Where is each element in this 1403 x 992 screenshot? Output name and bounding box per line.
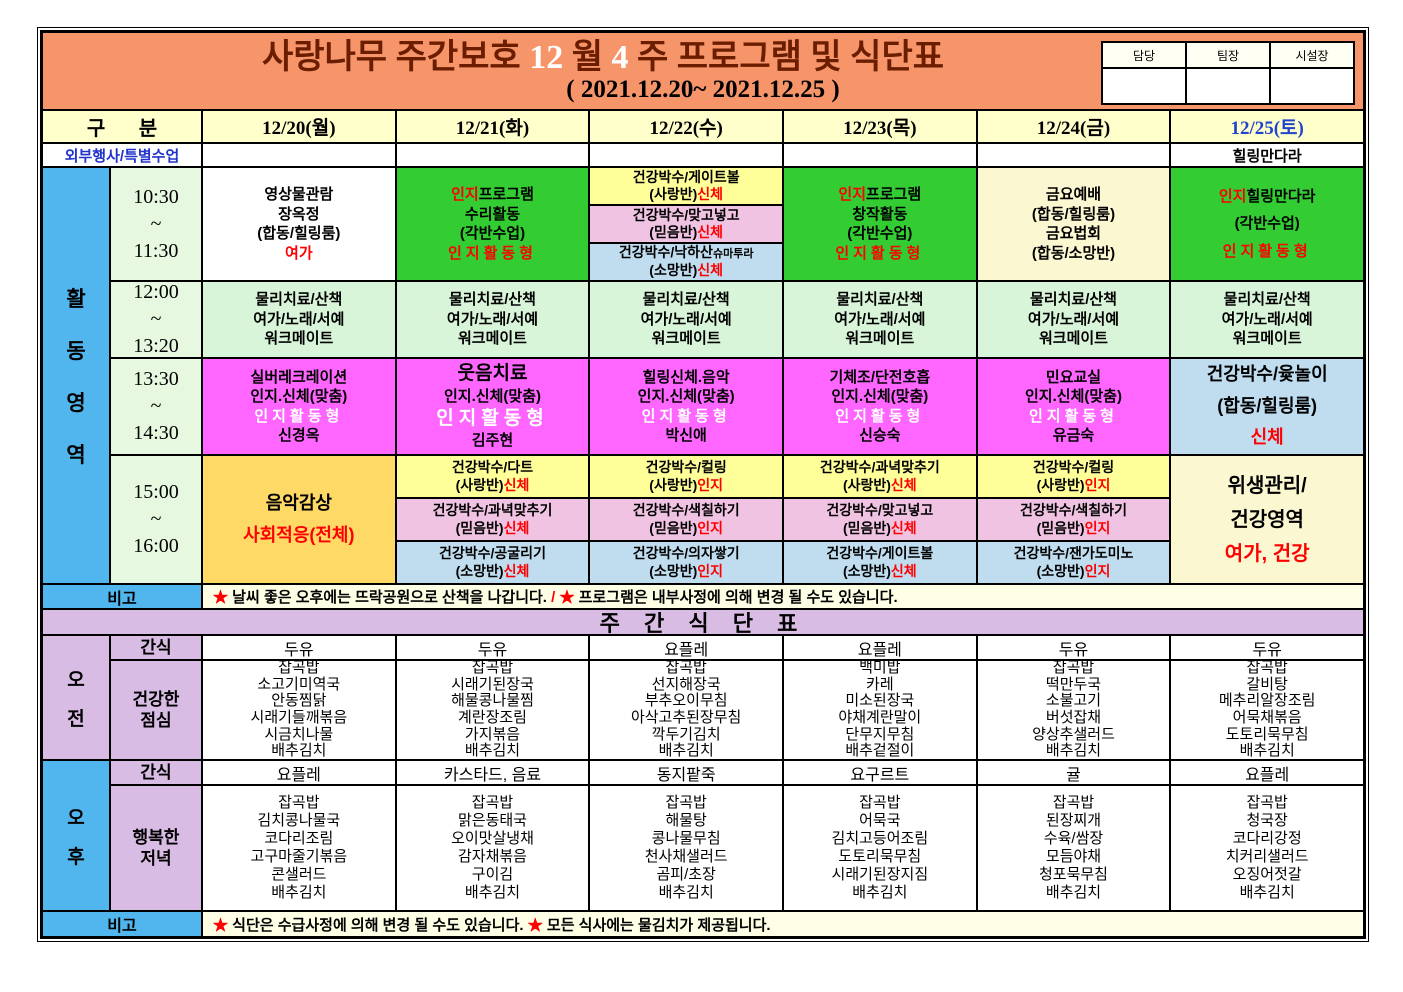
sign-cell-director (1270, 68, 1354, 104)
header-day-wed: 12/22(수) (589, 110, 783, 143)
program-note-text: ★ 날씨 좋은 오후에는 뜨락공원으로 산책을 나갑니다. / ★ 프로그램은 … (202, 584, 1364, 609)
lunch-thu: 백미밥 카레 미소된장국 야채계란말이 단무지무침 배추겉절이 (783, 660, 977, 760)
act4-sat: 위생관리/건강영역 여가, 건강 (1170, 455, 1364, 584)
am-snack-wed: 요플레 (589, 635, 783, 660)
sign-label-teamlead: 팀장 (1186, 42, 1270, 68)
act4-fri-hope: 건강박수/잰가도미노 (소망반)인지 (976, 541, 1171, 584)
act3-sat: 건강박수/윷놀이 (합동/힐링룸) 신체 (1170, 358, 1364, 455)
act4-wed-love: 건강박수/컬링 (사랑반)인지 (589, 455, 783, 498)
act2-mon: 물리치료/산책 여가/노래/서예 워크메이트 (202, 281, 396, 358)
special-events-label: 외부행사/특별수업 (42, 143, 202, 167)
act1-thu: 인지프로그램 창작활동 (각반수업) 인지활동형 (783, 167, 977, 281)
header-day-fri: 12/24(금) (976, 110, 1171, 143)
act4-thu-love: 건강박수/과녁맞추기 (사랑반)신체 (783, 455, 977, 498)
act1-fri: 금요예배 (합동/힐링룸) 금요법회 (합동/소망반) (976, 167, 1171, 281)
act1-wed-hope: 건강박수/낙하산슈마투라 (소망반)신체 (589, 243, 783, 281)
act3-mon: 실버레크레이션 인지.신체(맞춤) 인지활동형 신경옥 (202, 358, 396, 455)
act4-thu-hope: 건강박수/게이트볼 (소망반)신체 (783, 541, 977, 584)
lunch-wed: 잡곡밥 선지해장국 부추오이무침 아삭고추된장무침 깍두기김치 배추김치 (589, 660, 783, 760)
act3-fri: 민요교실 인지.신체(맞춤) 인지활동형 유금숙 (976, 358, 1171, 455)
special-wed (589, 143, 783, 167)
act1-wed-faith: 건강박수/맞고넣고 (믿음반)신체 (589, 205, 783, 243)
act4-wed-hope: 건강박수/의자쌓기 (소망반)인지 (589, 541, 783, 584)
title-date-range: ( 2021.12.20~ 2021.12.25 ) (566, 75, 840, 103)
page-title: 사랑나무 주간보호 12 월 4 주 프로그램 및 식단표 (261, 38, 945, 76)
program-note-label: 비고 (42, 584, 202, 609)
pm-snack-wed: 동지팥죽 (589, 760, 783, 785)
act2-thu: 물리치료/산책 여가/노래/서예 워크메이트 (783, 281, 977, 358)
meal-table-title: 주 간 식 단 표 (42, 609, 1364, 635)
special-thu (783, 143, 977, 167)
act4-fri-love: 건강박수/컬링 (사랑반)인지 (976, 455, 1171, 498)
dinner-label: 행복한 저녁 (110, 785, 202, 911)
time-slot-3: 13:30 ~14:30 (110, 358, 202, 455)
header-day-thu: 12/23(목) (783, 110, 977, 143)
dinner-thu: 잡곡밥 어묵국 김치고등어조림 도토리묵무침 시래기된장지짐 배추김치 (783, 785, 977, 911)
act4-mon: 음악감상 사회적응(전체) (202, 455, 396, 584)
pm-snack-label: 간식 (110, 760, 202, 785)
dinner-fri: 잡곡밥 된장찌개 수육/쌈장 모듬야채 청포묵무침 배추김치 (976, 785, 1171, 911)
am-snack-label: 간식 (110, 635, 202, 660)
dinner-sat: 잡곡밥 청국장 코다리강정 치커리샐러드 오징어젓갈 배추김치 (1170, 785, 1364, 911)
act3-thu: 기체조/단전호흡 인지.신체(맞춤) 인지활동형 신승숙 (783, 358, 977, 455)
am-snack-fri: 두유 (976, 635, 1171, 660)
sign-label-director: 시설장 (1270, 42, 1354, 68)
special-sat: 힐링만다라 (1170, 143, 1364, 167)
weekly-schedule-table: 사랑나무 주간보호 12 월 4 주 프로그램 및 식단표 ( 2021.12.… (40, 30, 1366, 939)
meal-note-label: 비고 (42, 911, 202, 937)
act3-wed: 힐링신체.음악 인지.신체(맞춤) 인지활동형 박신애 (589, 358, 783, 455)
time-slot-1: 10:30 ~11:30 (110, 167, 202, 281)
act2-fri: 물리치료/산책 여가/노래/서예 워크메이트 (976, 281, 1171, 358)
header-day-mon: 12/20(월) (202, 110, 396, 143)
sign-cell-teamlead (1186, 68, 1270, 104)
pm-snack-fri: 귤 (976, 760, 1171, 785)
signature-table: 담당 팀장 시설장 (1101, 41, 1355, 105)
lunch-mon: 잡곡밥 소고기미역국 안동찜닭 시래기들깨볶음 시금치나물 배추김치 (202, 660, 396, 760)
act4-wed-faith: 건강박수/색칠하기 (믿음반)인지 (589, 498, 783, 541)
header-day-tue: 12/21(화) (395, 110, 590, 143)
dinner-wed: 잡곡밥 해물탕 콩나물무침 천사채샐러드 곰피/초장 배추김치 (589, 785, 783, 911)
header-day-sat: 12/25(토) (1170, 110, 1364, 143)
act3-tue: 웃음치료 인지.신체(맞춤) 인지활동형 김주현 (395, 358, 590, 455)
am-snack-sat: 두유 (1170, 635, 1364, 660)
pm-snack-sat: 요플레 (1170, 760, 1364, 785)
meal-note-text: ★ 식단은 수급사정에 의해 변경 될 수도 있습니다. ★ 모든 식사에는 물… (202, 911, 1364, 937)
act1-mon: 영상물관람 장옥정 (합동/힐링룸) 여가 (202, 167, 396, 281)
am-snack-thu: 요플레 (783, 635, 977, 660)
act4-tue-hope: 건강박수/공굴리기 (소망반)신체 (395, 541, 590, 584)
lunch-fri: 잡곡밥 떡만두국 소불고기 버섯잡채 양상추샐러드 배추김치 (976, 660, 1171, 760)
dinner-mon: 잡곡밥 김치콩나물국 코다리조림 고구마줄기볶음 콘샐러드 배추김치 (202, 785, 396, 911)
act1-wed-love: 건강박수/게이트볼 (사랑반)신체 (589, 167, 783, 205)
act4-fri-faith: 건강박수/색칠하기 (믿음반)인지 (976, 498, 1171, 541)
am-snack-mon: 두유 (202, 635, 396, 660)
time-slot-2: 12:00 ~13:20 (110, 281, 202, 358)
act2-sat: 물리치료/산책 여가/노래/서예 워크메이트 (1170, 281, 1364, 358)
pm-snack-tue: 카스타드, 음료 (395, 760, 590, 785)
act1-sat: 인지힐링만다라 (각반수업) 인지활동형 (1170, 167, 1364, 281)
title-band: 사랑나무 주간보호 12 월 4 주 프로그램 및 식단표 ( 2021.12.… (42, 32, 1364, 110)
lunch-tue: 잡곡밥 시래기된장국 해물콩나물찜 계란장조림 가지볶음 배추김치 (395, 660, 590, 760)
dinner-tue: 잡곡밥 맑은동태국 오이맛살냉채 감자채볶음 구이김 배추김치 (395, 785, 590, 911)
act4-tue-love: 건강박수/다트 (사랑반)신체 (395, 455, 590, 498)
sign-cell-manager (1102, 68, 1186, 104)
header-group: 구 분 (42, 110, 202, 143)
act1-tue: 인지프로그램 수리활동 (각반수업) 인지활동형 (395, 167, 590, 281)
act2-wed: 물리치료/산책 여가/노래/서예 워크메이트 (589, 281, 783, 358)
lunch-label: 건강한 점심 (110, 660, 202, 760)
sign-label-manager: 담당 (1102, 42, 1186, 68)
lunch-sat: 잡곡밥 갈비탕 메추리알장조림 어묵채볶음 도토리묵무침 배추김치 (1170, 660, 1364, 760)
am-snack-tue: 두유 (395, 635, 590, 660)
pm-snack-mon: 요플레 (202, 760, 396, 785)
pm-snack-thu: 요구르트 (783, 760, 977, 785)
time-slot-4: 15:00 ~16:00 (110, 455, 202, 584)
act4-thu-faith: 건강박수/맞고넣고 (믿음반)신체 (783, 498, 977, 541)
act2-tue: 물리치료/산책 여가/노래/서예 워크메이트 (395, 281, 590, 358)
special-mon (202, 143, 396, 167)
act4-tue-faith: 건강박수/과녁맞추기 (믿음반)신체 (395, 498, 590, 541)
special-fri (976, 143, 1171, 167)
special-tue (395, 143, 590, 167)
